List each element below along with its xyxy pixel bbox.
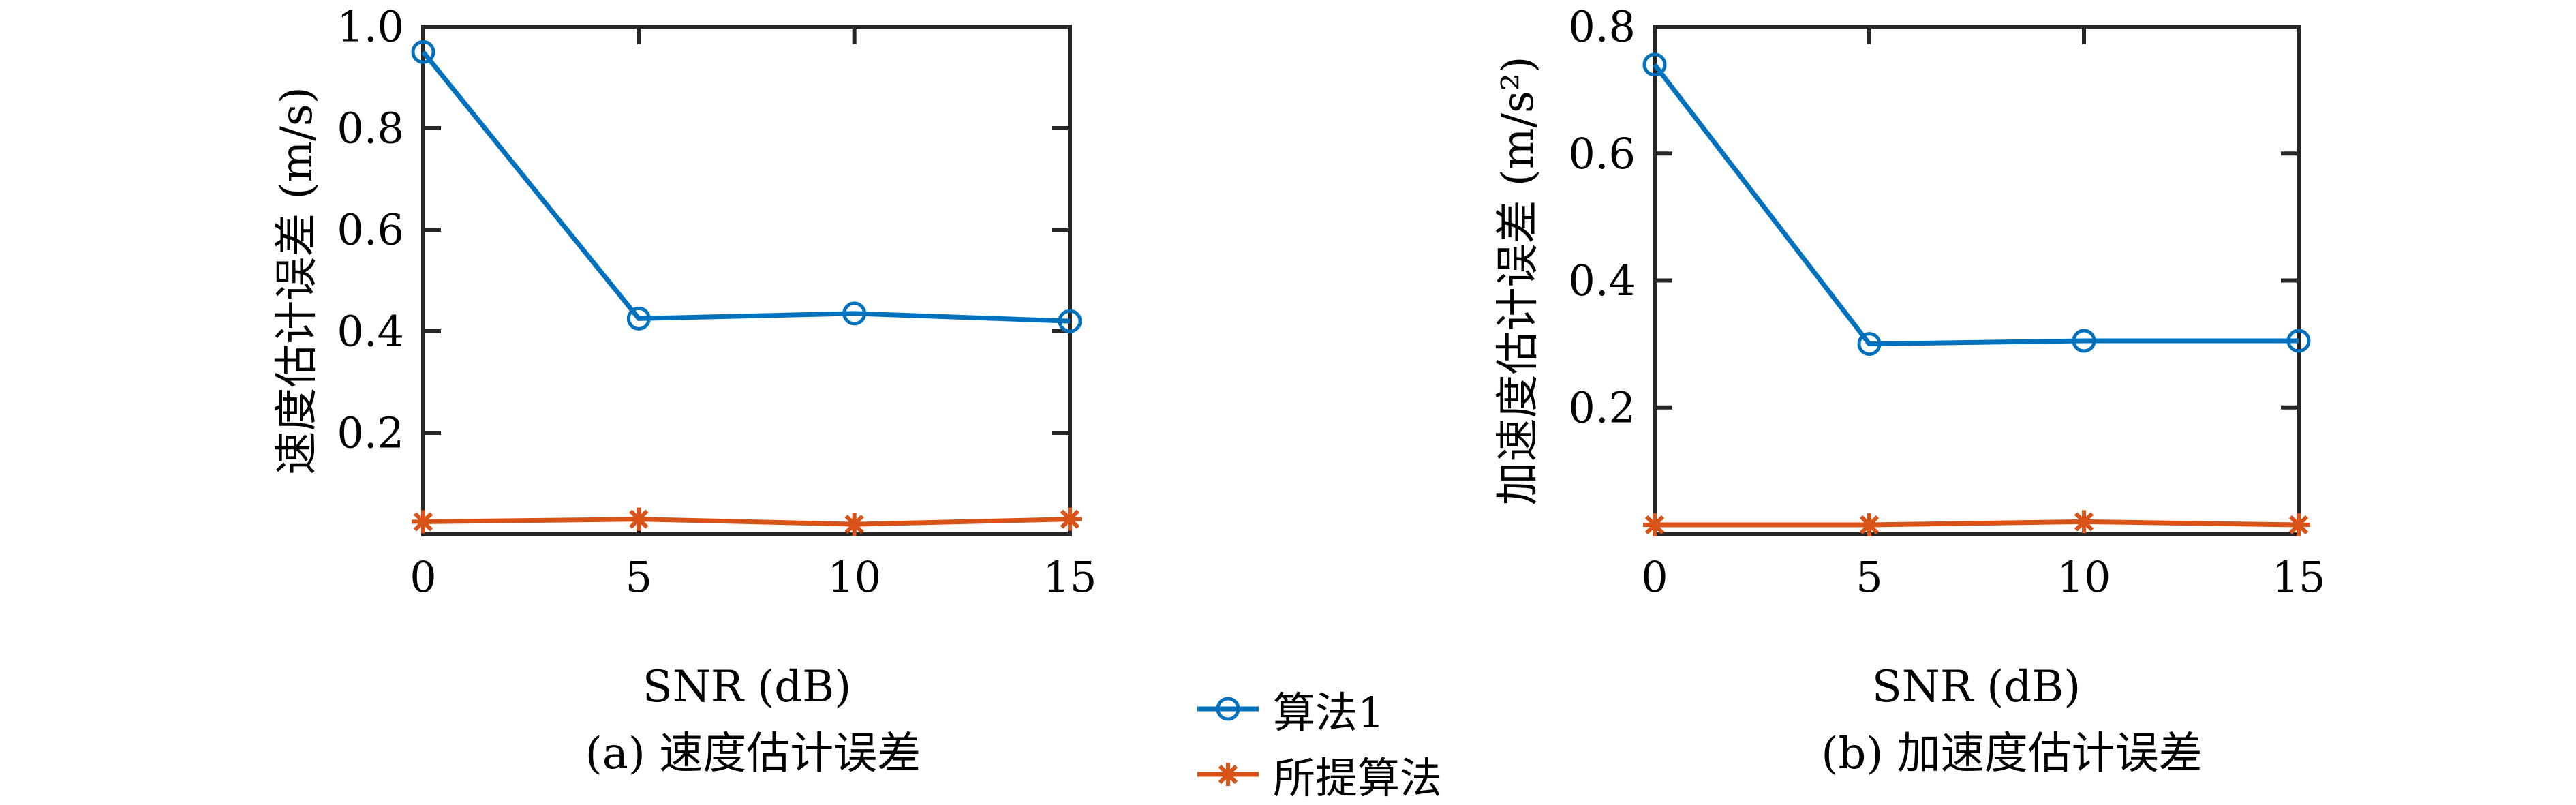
series-marker-algo1 <box>2072 329 2096 353</box>
y-tick-label: 0.6 <box>337 205 404 255</box>
series-marker-proposed <box>2074 512 2094 532</box>
y-tick-label: 0.6 <box>1568 129 1636 179</box>
x-tick-label: 15 <box>1043 552 1097 602</box>
series-line-proposed <box>423 517 1071 527</box>
series-marker-proposed <box>1644 515 1665 535</box>
series-marker-algo1 <box>1058 309 1082 333</box>
x-tick-label: 5 <box>1856 552 1882 602</box>
series-marker-algo1 <box>1642 52 1667 77</box>
series-marker-algo1 <box>842 301 867 326</box>
series-marker-proposed <box>629 509 649 529</box>
y-tick-label: 0.2 <box>1568 382 1636 432</box>
x-tick-label: 5 <box>626 552 652 602</box>
right-chart-y-axis-label: 加速度估计误差 (m/s²) <box>1493 56 1544 506</box>
y-tick-label: 1.0 <box>337 2 404 52</box>
series-marker-proposed <box>1060 509 1080 529</box>
series-marker-algo1 <box>626 306 651 331</box>
right-chart-x-axis-label: SNR (dB) <box>1871 662 2081 712</box>
x-tick-label: 10 <box>827 552 881 602</box>
series-marker-proposed <box>2288 515 2309 535</box>
series-line-algo1 <box>421 50 1071 324</box>
y-tick-label: 0.4 <box>337 307 404 356</box>
plot-border <box>421 25 1072 536</box>
legend-label-algo1: 算法1 <box>1273 688 1385 738</box>
series-marker-proposed <box>413 512 433 532</box>
series-marker-algo1 <box>1857 332 1882 356</box>
series-marker-proposed <box>1859 515 1880 535</box>
series-line-algo1 <box>1653 63 2299 347</box>
plot-border <box>1653 25 2301 536</box>
left-chart-caption: (a) 速度估计误差 <box>585 729 921 779</box>
charts-svg: 0 5 10 15 0.2 0.4 0.6 0.8 1.0 0 5 10 15 0.2 0.4 0.6 0.8 <box>337 2 2326 786</box>
y-tick-label: 0.2 <box>337 408 404 458</box>
right-chart-caption: (b) 加速度估计误差 <box>1821 729 2203 779</box>
x-tick-label: 0 <box>1641 552 1668 602</box>
left-chart-x-axis-label: SNR (dB) <box>642 662 852 712</box>
y-tick-label: 0.4 <box>1568 256 1636 305</box>
figure-page: { "page": { "background": "#ffffff" }, "… <box>272 1 2326 803</box>
legend-swatch-marker-algo1 <box>1216 697 1240 721</box>
series-marker-proposed <box>844 514 864 534</box>
y-tick-label: 0.8 <box>1568 2 1636 52</box>
legend-swatch-marker-proposed <box>1218 764 1238 785</box>
series-line-proposed <box>1655 519 2299 528</box>
y-tick-label: 0.8 <box>337 104 404 153</box>
series-marker-algo1 <box>2286 329 2311 353</box>
x-tick-label: 10 <box>2057 552 2111 602</box>
series-marker-algo1 <box>411 40 435 64</box>
x-tick-label: 15 <box>2272 552 2326 602</box>
left-chart-y-axis-label: 速度估计误差 (m/s) <box>272 87 322 475</box>
x-tick-label: 0 <box>410 552 436 602</box>
legend-label-proposed: 所提算法 <box>1273 753 1443 803</box>
